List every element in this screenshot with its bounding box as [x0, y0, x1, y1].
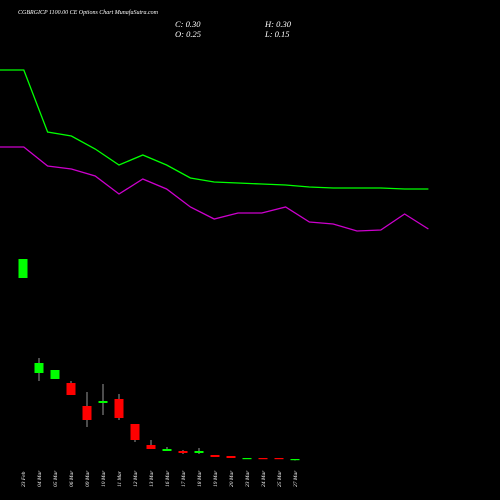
x-tick-label: 18 Mar — [197, 470, 203, 487]
x-tick-label: 09 Mar — [85, 470, 91, 487]
candle-body — [194, 451, 204, 453]
line-series — [0, 69, 429, 190]
candle-body — [290, 459, 300, 461]
high-label: H: 0.30 — [264, 19, 292, 29]
candle-body — [242, 458, 252, 460]
x-tick-label: 06 Mar — [69, 470, 75, 487]
candle-body — [114, 399, 124, 418]
x-tick-label: 11 Mar — [117, 470, 123, 487]
line-series — [0, 146, 429, 232]
candle-body — [34, 363, 44, 373]
candle-body — [178, 451, 188, 453]
candle-body — [66, 383, 76, 395]
candle-body — [258, 458, 268, 460]
candle-body — [98, 401, 108, 403]
x-tick-label: 24 Mar — [260, 470, 267, 487]
candle-body — [210, 455, 220, 457]
x-tick-label: 05 Mar — [53, 470, 59, 487]
x-tick-label: 19 Mar — [213, 470, 219, 487]
x-tick-label: 27 Mar — [293, 470, 299, 487]
candle-body — [162, 449, 172, 451]
x-tick-label: 23 Feb — [21, 471, 27, 487]
chart-title: CGBRGICP 1100.00 CE Options Chart Munafa… — [18, 9, 159, 16]
close-label: C: 0.30 — [175, 19, 201, 29]
x-tick-label: 04 Mar — [36, 470, 43, 487]
x-tick-label: 20 Mar — [229, 470, 235, 487]
candle-body — [130, 424, 140, 440]
candle-body — [146, 445, 156, 449]
candle-body — [18, 259, 28, 278]
x-tick-label: 10 Mar — [101, 470, 107, 487]
candle-body — [274, 458, 284, 460]
x-tick-label: 23 Mar — [245, 470, 251, 487]
low-label: L: 0.15 — [264, 29, 290, 39]
x-tick-label: 12 Mar — [133, 470, 139, 487]
x-tick-label: 16 Mar — [165, 470, 171, 487]
open-label: O: 0.25 — [175, 29, 201, 39]
candle-body — [50, 370, 60, 379]
x-tick-label: 25 Mar — [277, 470, 283, 487]
x-tick-label: 13 Mar — [149, 470, 155, 487]
candle-body — [82, 406, 92, 420]
x-tick-label: 17 Mar — [181, 470, 187, 487]
candle-body — [226, 456, 236, 458]
